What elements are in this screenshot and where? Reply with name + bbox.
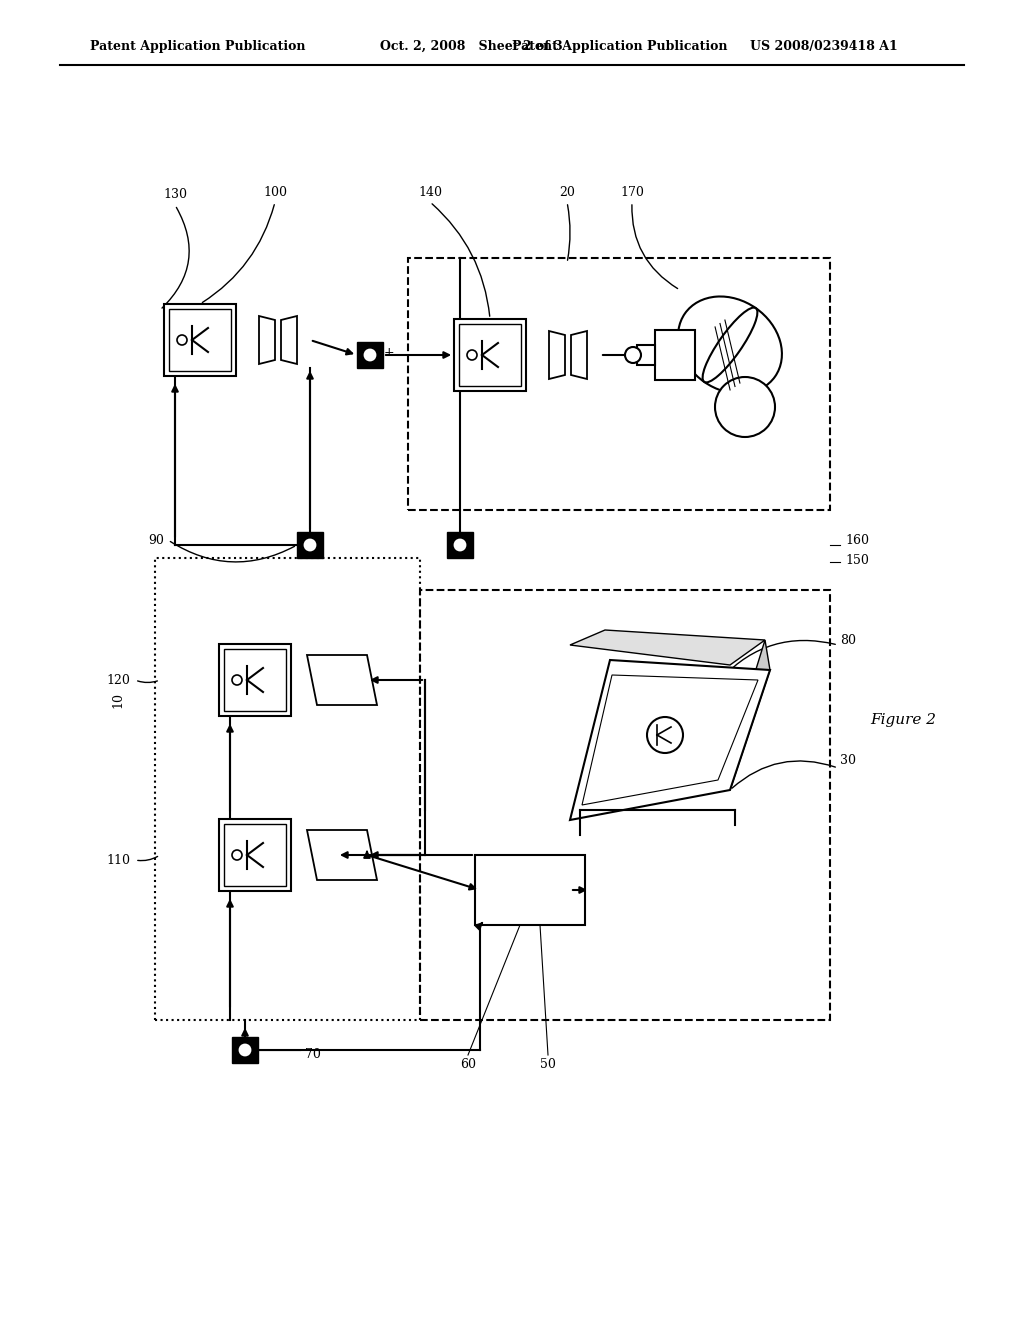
- Bar: [224, 824, 286, 886]
- Polygon shape: [549, 331, 565, 379]
- Circle shape: [715, 378, 775, 437]
- Bar: [219, 644, 291, 715]
- Text: 50: 50: [540, 1059, 556, 1072]
- Circle shape: [365, 350, 376, 360]
- Circle shape: [304, 540, 315, 550]
- Text: +: +: [384, 346, 394, 359]
- Text: Patent Application Publication: Patent Application Publication: [512, 40, 727, 53]
- Polygon shape: [571, 331, 587, 379]
- Text: 160: 160: [845, 533, 869, 546]
- Bar: [232, 1038, 258, 1063]
- Polygon shape: [307, 655, 377, 705]
- Polygon shape: [307, 830, 377, 880]
- Text: 70: 70: [305, 1048, 321, 1061]
- Bar: [169, 309, 231, 371]
- Bar: [447, 532, 473, 558]
- Text: 120: 120: [106, 673, 130, 686]
- Bar: [459, 323, 521, 385]
- Text: Patent Application Publication: Patent Application Publication: [90, 40, 305, 53]
- Bar: [224, 649, 286, 711]
- Bar: [408, 257, 830, 510]
- Bar: [475, 855, 585, 925]
- Text: US 2008/0239418 A1: US 2008/0239418 A1: [750, 40, 898, 53]
- Text: Figure 2: Figure 2: [870, 713, 936, 727]
- Text: 100: 100: [263, 186, 287, 198]
- Text: 30: 30: [840, 754, 856, 767]
- Polygon shape: [725, 640, 770, 789]
- Circle shape: [240, 1044, 251, 1056]
- Text: 140: 140: [418, 186, 442, 198]
- Text: 90: 90: [148, 533, 164, 546]
- Text: 80: 80: [840, 634, 856, 647]
- Bar: [219, 818, 291, 891]
- Text: 60: 60: [460, 1059, 476, 1072]
- Bar: [164, 304, 236, 376]
- Bar: [454, 319, 526, 391]
- Polygon shape: [570, 630, 765, 665]
- Ellipse shape: [678, 297, 782, 393]
- Bar: [297, 532, 323, 558]
- Text: 150: 150: [845, 553, 869, 566]
- Text: 20: 20: [559, 186, 574, 198]
- Bar: [420, 590, 830, 1020]
- Circle shape: [455, 540, 466, 550]
- Polygon shape: [259, 315, 275, 364]
- Bar: [357, 342, 383, 368]
- Circle shape: [625, 347, 641, 363]
- Text: 130: 130: [163, 189, 187, 202]
- Text: 110: 110: [106, 854, 130, 866]
- Polygon shape: [281, 315, 297, 364]
- Bar: [637, 345, 655, 366]
- Text: Oct. 2, 2008   Sheet 2 of 3: Oct. 2, 2008 Sheet 2 of 3: [380, 40, 562, 53]
- Polygon shape: [570, 660, 770, 820]
- Bar: [155, 558, 420, 1020]
- Bar: [655, 330, 695, 380]
- Text: 170: 170: [621, 186, 644, 198]
- Text: 10: 10: [112, 692, 125, 708]
